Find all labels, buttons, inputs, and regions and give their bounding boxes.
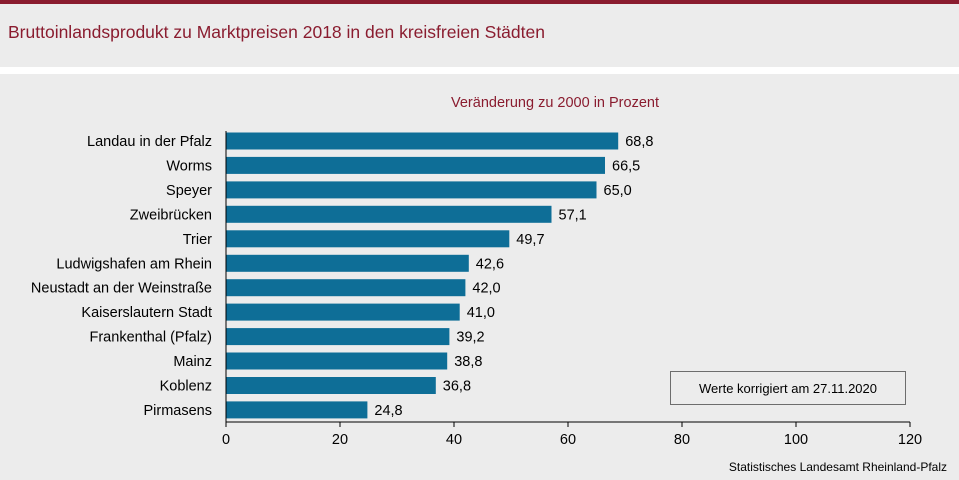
value-label: 24,8	[374, 403, 402, 419]
source-credit: Statistisches Landesamt Rheinland-Pfalz	[728, 460, 947, 474]
category-label: Worms	[166, 158, 212, 174]
category-label: Mainz	[173, 354, 212, 370]
value-label: 49,7	[516, 232, 544, 248]
value-label: 42,0	[472, 281, 500, 297]
category-label: Trier	[183, 232, 212, 248]
top-accent-rule	[0, 0, 959, 4]
value-label: 57,1	[559, 207, 587, 223]
bar	[226, 132, 619, 150]
bar	[226, 401, 368, 419]
category-label: Landau in der Pfalz	[87, 134, 212, 150]
bar	[226, 205, 552, 223]
category-label: Speyer	[166, 183, 212, 199]
x-axis: 0 20 40 60 80 100 120	[222, 131, 922, 448]
page-title: Bruttoinlandsprodukt zu Marktpreisen 201…	[8, 22, 545, 42]
bar	[226, 377, 436, 394]
bar	[226, 279, 466, 297]
x-tick-label: 0	[222, 432, 230, 448]
bar	[226, 181, 597, 199]
correction-note-text: Werte korrigiert am 27.11.2020	[699, 380, 877, 396]
category-label: Ludwigshafen am Rhein	[56, 256, 212, 272]
bar	[226, 156, 605, 174]
x-tick-label: 40	[446, 432, 462, 448]
x-tick-label: 80	[674, 432, 690, 448]
correction-note: Werte korrigiert am 27.11.2020	[670, 371, 906, 405]
category-labels: Landau in der Pfalz Worms Speyer Zweibrücke…	[31, 134, 212, 419]
value-label: 41,0	[467, 305, 495, 321]
x-tick-label: 120	[898, 432, 922, 448]
value-label: 38,8	[454, 354, 482, 370]
category-label: Pirmasens	[144, 403, 213, 419]
category-label: Koblenz	[160, 379, 212, 395]
value-label: 39,2	[456, 330, 484, 346]
bar	[226, 254, 469, 272]
category-label: Kaiserslautern Stadt	[81, 305, 212, 321]
category-label: Neustadt an der Weinstraße	[31, 281, 212, 297]
bars-group	[226, 132, 619, 419]
value-labels: 68,8 66,5 65,0 57,1 49,7 42,6 42,0 41,0 39,2 38,8…	[374, 134, 653, 419]
x-tick-label: 60	[560, 432, 576, 448]
bar	[226, 303, 460, 321]
category-label: Frankenthal (Pfalz)	[90, 330, 213, 346]
x-tick-label: 20	[332, 432, 348, 448]
header-separator	[0, 67, 959, 74]
x-tick-label: 100	[784, 432, 808, 448]
bar	[226, 328, 450, 346]
value-label: 66,5	[612, 158, 640, 174]
value-label: 36,8	[443, 379, 471, 395]
value-label: 65,0	[604, 183, 632, 199]
chart-title: Veränderung zu 2000 in Prozent	[451, 95, 659, 111]
value-label: 42,6	[476, 256, 504, 272]
bar	[226, 352, 448, 370]
category-label: Zweibrücken	[130, 207, 212, 223]
bar	[226, 230, 510, 248]
value-label: 68,8	[625, 134, 653, 150]
